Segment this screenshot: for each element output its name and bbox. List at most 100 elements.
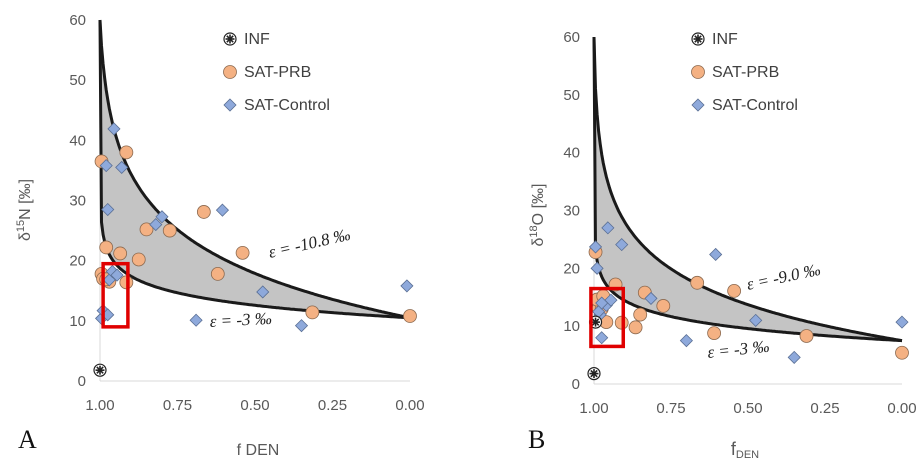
panel-a-annotation-lower: ε = -3 ‰ [209,309,272,331]
panel-b-y-label-delta: δ [530,237,547,246]
sat-prb-point [235,245,250,260]
y-tick-label: 0 [572,376,580,393]
sat-control-point [115,160,129,174]
panel-a-letter: A [18,425,37,454]
highlight-box [101,261,130,329]
x-tick-label: 0.00 [395,397,424,414]
panel-b-axes: 0 10 20 30 40 50 60 1.00 0.75 0.50 0.25 0.00 [563,29,916,417]
y-tick-label: 10 [563,318,580,335]
sat-prb-point [162,223,177,238]
sat-prb-point [656,299,671,313]
panel-a-y-label-rest: N [‰] [17,179,34,220]
sat-control-point [604,293,618,307]
sat-prb-point [628,320,643,335]
sat-control-point [215,203,230,217]
panel-b: 0 10 20 30 40 50 60 1.00 0.75 0.50 0.25 0.00 INF SAT… [528,29,917,461]
y-tick-label: 50 [563,87,580,104]
panel-a-axes: 0 10 20 30 40 50 60 1.00 0.75 0.50 0.25 0.00 [69,12,424,414]
x-tick-label: 1.00 [579,400,608,417]
sat-control-point [107,122,121,136]
panel-b-envelope [592,36,903,343]
legend-marker-sat-prb [691,65,705,79]
legend-marker-sat-prb [223,65,237,79]
sat-prb-point [707,326,722,341]
sat-prb-point [99,240,114,255]
sat-prb-point [895,345,909,360]
sat-control-point [787,350,801,364]
sat-control-point [110,268,124,282]
legend-marker-sat-control [691,98,705,112]
sat-prb-point [131,252,146,267]
legend-marker-inf [223,32,237,46]
y-tick-label: 20 [563,260,580,277]
upper-curve [98,19,411,320]
sat-prb-point [690,275,705,290]
sat-prb-point [210,267,225,281]
sat-control-point [679,334,693,348]
legend-label-sat-control: SAT-Control [244,97,330,114]
sat-prb-point [113,246,128,261]
panel-b-y-axis-label: δ18O [‰] [528,184,547,247]
panel-a-annotation-upper: ε = -10.8 ‰ [267,225,352,262]
x-tick-label: 0.75 [656,400,685,417]
sat-prb-point [196,205,211,219]
panel-a-y-label-delta: δ [17,232,34,241]
sat-control-point [256,285,270,299]
y-tick-label: 50 [69,72,86,89]
legend-marker-sat-control [223,98,237,112]
panel-b-annotation-lower: ε = -3 ‰ [706,337,770,362]
x-tick-label: 0.50 [733,400,762,417]
panel-b-letter: B [528,425,545,454]
panel-b-points [587,221,909,381]
legend-label-inf: INF [712,31,738,48]
sat-control-point [595,296,609,310]
panel-b-y-label-rest: O [‰] [530,184,547,226]
panel-a-legend: INF SAT-PRB SAT-Control [223,31,330,114]
sat-control-point [644,291,658,305]
y-tick-label: 0 [78,373,86,390]
sat-prb-point [305,305,320,320]
legend-label-sat-prb: SAT-PRB [712,64,779,81]
sat-control-point [155,210,169,224]
panel-a-envelope [98,19,411,320]
legend-label-inf: INF [244,31,270,48]
sat-control-point [149,218,163,232]
sat-control-point [590,261,604,275]
sat-control-point [99,159,113,173]
lower-curve [592,36,903,343]
panel-b-y-label-sup: 18 [528,225,540,237]
panel-a-points [93,122,417,377]
envelope-fill [100,20,410,318]
panel-a-y-label-sup: 15 [15,220,27,232]
legend-label-sat-control: SAT-Control [712,97,798,114]
legend-label-sat-prb: SAT-PRB [244,64,311,81]
sat-prb-point [799,329,814,343]
sat-control-point [895,315,909,329]
highlight-box [589,286,626,349]
lower-curve [98,19,411,320]
sat-control-point [615,238,629,252]
inf-point [587,366,601,381]
sat-prb-point [633,307,648,322]
sat-control-point [749,313,763,327]
sat-control-point [101,202,115,217]
sat-control-point [588,240,603,254]
panel-b-legend: INF SAT-PRB SAT-Control [691,31,798,114]
x-tick-label: 0.25 [810,400,839,417]
x-tick-label: 0.75 [163,397,192,414]
sat-control-point [601,221,615,235]
y-tick-label: 60 [69,12,86,29]
x-tick-label: 1.00 [85,397,114,414]
x-tick-label: 0.25 [318,397,347,414]
sat-prb-point [403,309,417,323]
inf-point [93,363,107,377]
panel-b-x-axis-label: fDEN [731,439,759,459]
y-tick-label: 30 [563,203,580,220]
sat-control-point [595,331,609,345]
sat-prb-point [139,222,154,237]
sat-control-point [709,247,723,262]
sat-control-point [294,319,309,333]
upper-curve [592,36,903,343]
y-tick-label: 40 [563,145,580,162]
